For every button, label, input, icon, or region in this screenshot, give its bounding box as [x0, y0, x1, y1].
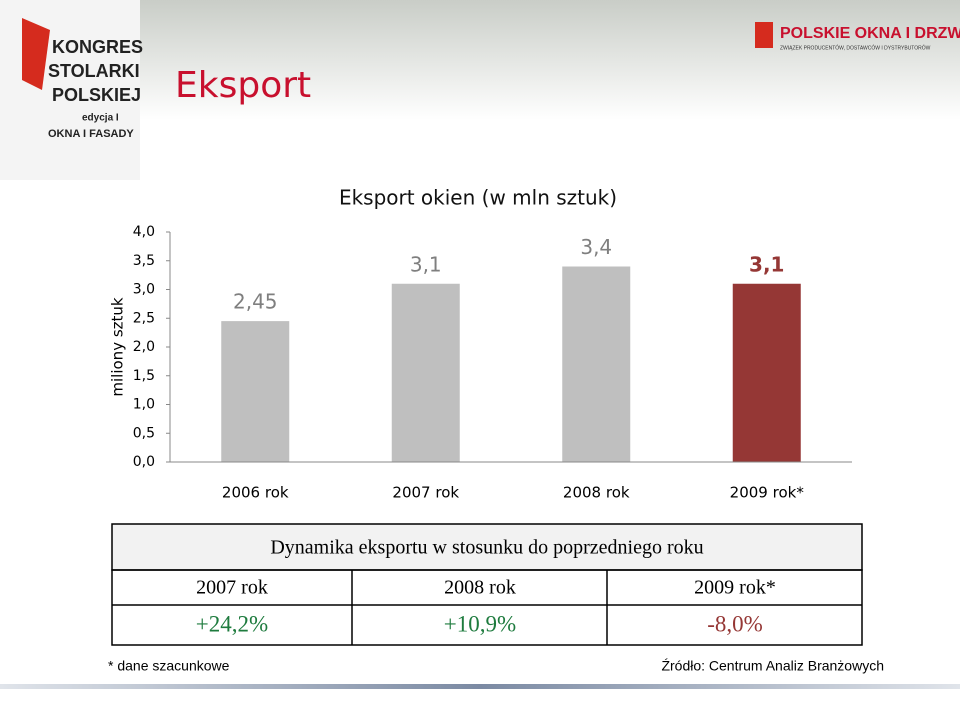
source: Źródło: Centrum Analiz Branżowych — [661, 658, 884, 674]
table: Dynamika eksportu w stosunku do poprzedn… — [111, 523, 863, 646]
y-tick-label: 2,5 — [133, 310, 155, 326]
x-tick-label: 2008 rok — [563, 484, 630, 502]
y-tick-label: 0,0 — [133, 454, 155, 470]
table-title-cell — [111, 523, 863, 571]
logo-text: Stolarki — [48, 61, 140, 81]
table-header: 2008 rok — [444, 577, 516, 599]
value-label: 3,1 — [410, 252, 442, 276]
table-cell: -8,0% — [707, 611, 763, 636]
header-photo — [140, 0, 960, 120]
table-cell: +10,9% — [444, 611, 516, 636]
chart-title: Eksport okien (w mln sztuk) — [339, 186, 617, 210]
y-tick-label: 1,5 — [133, 368, 155, 384]
value-label: 3,4 — [580, 235, 612, 259]
x-tick-label: 2009 rok* — [730, 484, 805, 502]
footnote: * dane szacunkowe — [108, 658, 230, 674]
page-title: Eksport — [175, 65, 311, 106]
x-tick-label: 2006 rok — [222, 484, 289, 502]
y-tick-label: 3,0 — [133, 282, 155, 298]
value-label: 3,1 — [749, 252, 784, 276]
logo-mark — [755, 22, 773, 48]
bar — [562, 266, 631, 462]
logo-left: Kongres Stolarki Polskiej edycja I OKNA … — [48, 37, 143, 140]
logo-right-sub: ZWIĄZEK PRODUCENTÓW, DOSTAWCÓW I DYSTRYB… — [780, 44, 931, 51]
plot: 0,0 0,5 1,0 1,5 2,0 2,5 3,0 3,5 4,0 2006 rok 2,45 2… — [133, 224, 805, 502]
logo-mark — [22, 18, 50, 90]
table-cell: +24,2% — [196, 611, 268, 636]
y-axis-label: miliony sztuk — [109, 297, 127, 397]
logo-text: edycja I — [82, 113, 119, 124]
logo-text: Kongres — [52, 37, 143, 57]
table-body — [111, 569, 863, 646]
bar — [221, 321, 290, 462]
y-tick-label: 3,5 — [133, 253, 155, 269]
value-label: 2,45 — [233, 290, 278, 314]
y-tick-label: 4,0 — [133, 224, 155, 240]
footer-stripe — [0, 684, 960, 689]
y-tick-label: 1,0 — [133, 397, 155, 413]
y-tick-label: 2,0 — [133, 339, 155, 355]
bar — [391, 283, 460, 462]
table-header: 2007 rok — [196, 577, 268, 599]
x-tick-label: 2007 rok — [392, 484, 459, 502]
y-tick-label: 0,5 — [133, 425, 155, 441]
logo-right: POLSKIE OKNA I DRZWI — [780, 25, 960, 42]
table-header: 2009 rok* — [694, 577, 776, 599]
logo-text: Polskiej — [52, 85, 141, 105]
table-title: Dynamika eksportu w stosunku do poprzedn… — [270, 537, 703, 559]
bar — [732, 283, 801, 462]
logo-text: OKNA I FASADY — [48, 128, 134, 140]
